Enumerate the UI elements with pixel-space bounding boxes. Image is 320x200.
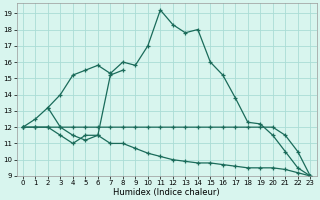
X-axis label: Humidex (Indice chaleur): Humidex (Indice chaleur) [113, 188, 220, 197]
